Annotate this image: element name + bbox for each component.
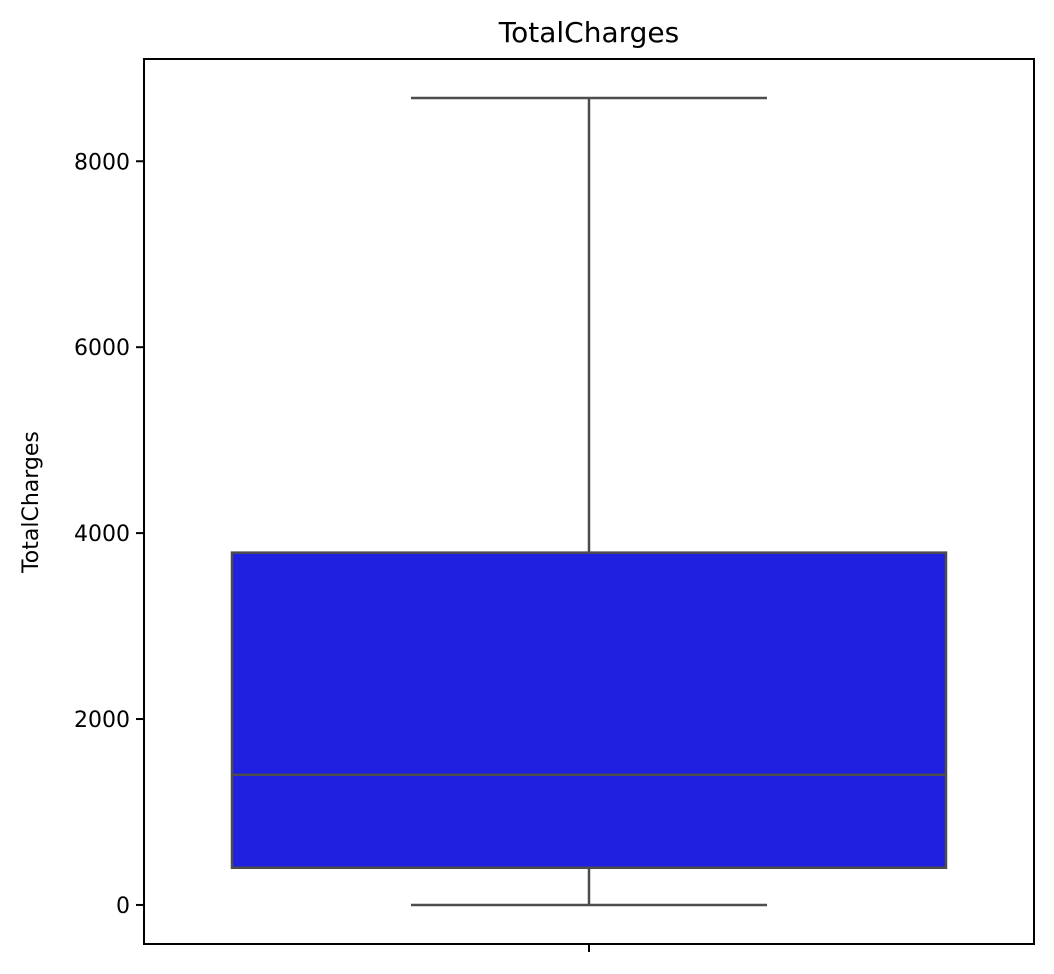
y-tick-label: 6000 (74, 336, 130, 361)
plot-area: 0 2000 4000 6000 8000 (74, 58, 1035, 952)
y-tick-label: 2000 (74, 708, 130, 733)
y-tick-label: 4000 (74, 522, 130, 547)
y-tick-label: 0 (116, 894, 130, 919)
y-axis-label: TotalCharges (19, 431, 44, 574)
y-tick-label: 8000 (74, 150, 130, 175)
interquartile-box (230, 551, 948, 870)
chart-title: TotalCharges (498, 16, 679, 49)
